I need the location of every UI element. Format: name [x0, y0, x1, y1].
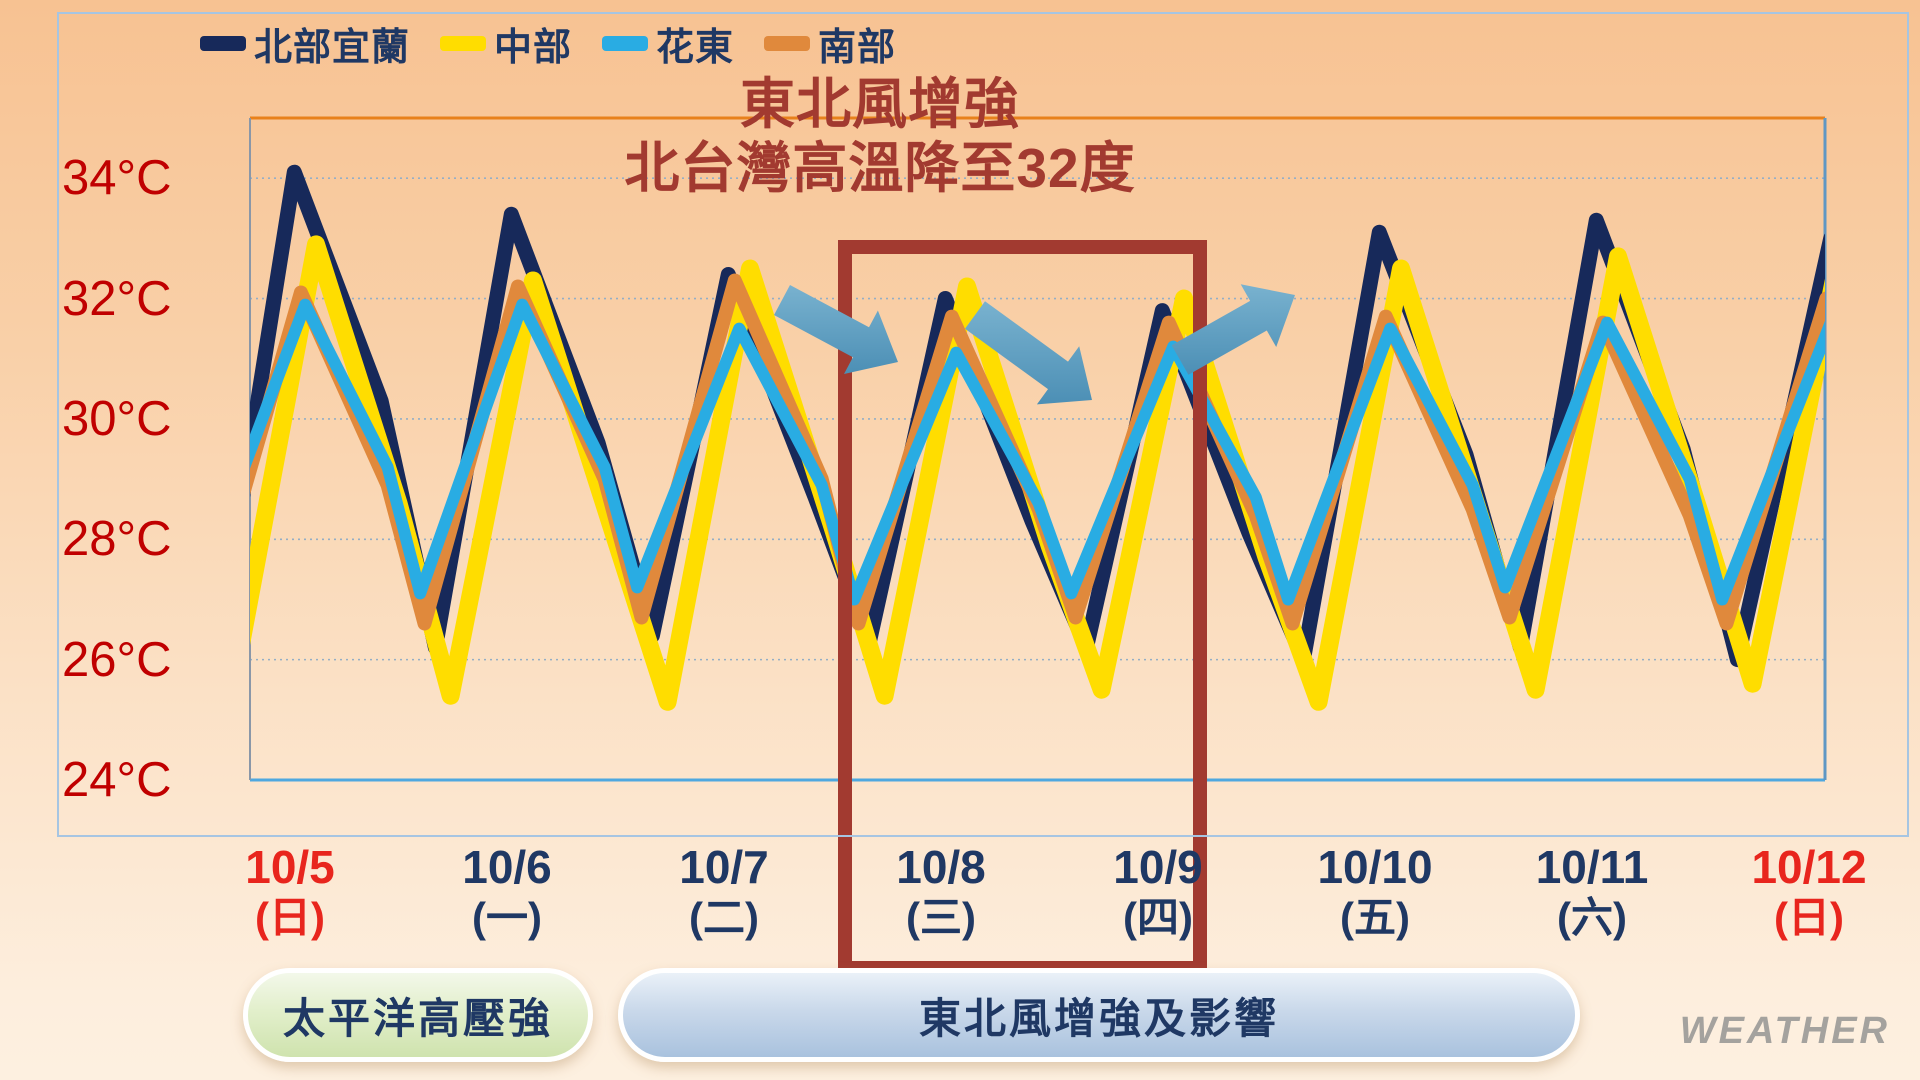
- legend-label: 中部: [494, 27, 573, 69]
- y-axis-label-24: 24°C: [62, 753, 172, 807]
- period-pill-northeast-wind: 東北風增強及影響: [618, 968, 1580, 1062]
- weekday-label: (五): [1340, 894, 1410, 941]
- pill-label: 東北風增強及影響: [918, 994, 1279, 1042]
- y-axis-label-26: 26°C: [62, 632, 172, 687]
- series-line-中部: [250, 235, 1825, 711]
- date-label: 10/5: [245, 841, 335, 893]
- annotation-title-line2: 北台灣高溫降至32度: [624, 137, 1136, 199]
- x-axis-label-10/9: 10/9 (四): [1048, 842, 1268, 944]
- pill-label: 太平洋高壓強: [282, 994, 553, 1042]
- chart-annotation-title: 東北風增強 北台灣高溫降至32度: [560, 72, 1200, 200]
- legend-label: 花東: [656, 27, 735, 69]
- legend-label: 北部宜蘭: [254, 27, 411, 69]
- wind-arrow-down-right: [774, 285, 898, 374]
- wind-arrow-down-right: [965, 301, 1092, 405]
- date-label: 10/10: [1317, 841, 1433, 893]
- chart-legend: 北部宜蘭 中部 花東 南部: [200, 16, 896, 71]
- legend-swatch-icon: [602, 36, 649, 51]
- x-axis-label-10/11: 10/11 (六): [1482, 842, 1702, 944]
- legend-item: 中部: [440, 16, 572, 71]
- annotation-title-line1: 東北風增強: [739, 73, 1020, 135]
- legend-item: 南部: [764, 16, 896, 71]
- date-label: 10/8: [896, 841, 986, 893]
- x-axis-label-10/12: 10/12 (日): [1699, 842, 1919, 944]
- wind-arrow-up-right: [1171, 284, 1295, 375]
- legend-item: 北部宜蘭: [200, 16, 410, 71]
- x-axis-label-10/8: 10/8 (三): [831, 842, 1051, 944]
- date-label: 10/12: [1751, 841, 1867, 893]
- date-label: 10/9: [1113, 841, 1203, 893]
- date-label: 10/7: [679, 841, 769, 893]
- date-label: 10/6: [462, 841, 552, 893]
- y-axis-label-34: 34°C: [62, 151, 172, 206]
- x-axis-label-10/5: 10/5 (日): [180, 842, 400, 944]
- weekday-label: (日): [1774, 894, 1844, 941]
- weekday-label: (二): [689, 894, 759, 941]
- y-axis-label-32: 32°C: [62, 271, 172, 326]
- legend-item: 花東: [602, 16, 734, 71]
- y-axis-label-30: 30°C: [62, 391, 172, 446]
- legend-swatch-icon: [440, 36, 487, 51]
- weather-watermark: WEATHER: [1679, 1010, 1890, 1052]
- weekday-label: (日): [255, 894, 325, 941]
- legend-label: 南部: [818, 27, 897, 69]
- x-axis-label-10/7: 10/7 (二): [614, 842, 834, 944]
- weekday-label: (四): [1123, 894, 1193, 941]
- period-pill-pacific-high: 太平洋高壓強: [243, 968, 593, 1062]
- weekday-label: (六): [1557, 894, 1627, 941]
- legend-swatch-icon: [200, 36, 246, 51]
- x-axis-label-10/10: 10/10 (五): [1265, 842, 1485, 944]
- series-line-花東: [250, 298, 1825, 606]
- weekday-label: (三): [906, 894, 976, 941]
- weekday-label: (一): [472, 894, 542, 941]
- x-axis-label-10/6: 10/6 (一): [397, 842, 617, 944]
- y-axis-label-28: 28°C: [62, 512, 172, 567]
- date-label: 10/11: [1535, 841, 1649, 893]
- legend-swatch-icon: [764, 36, 811, 51]
- series-group: [250, 164, 1825, 711]
